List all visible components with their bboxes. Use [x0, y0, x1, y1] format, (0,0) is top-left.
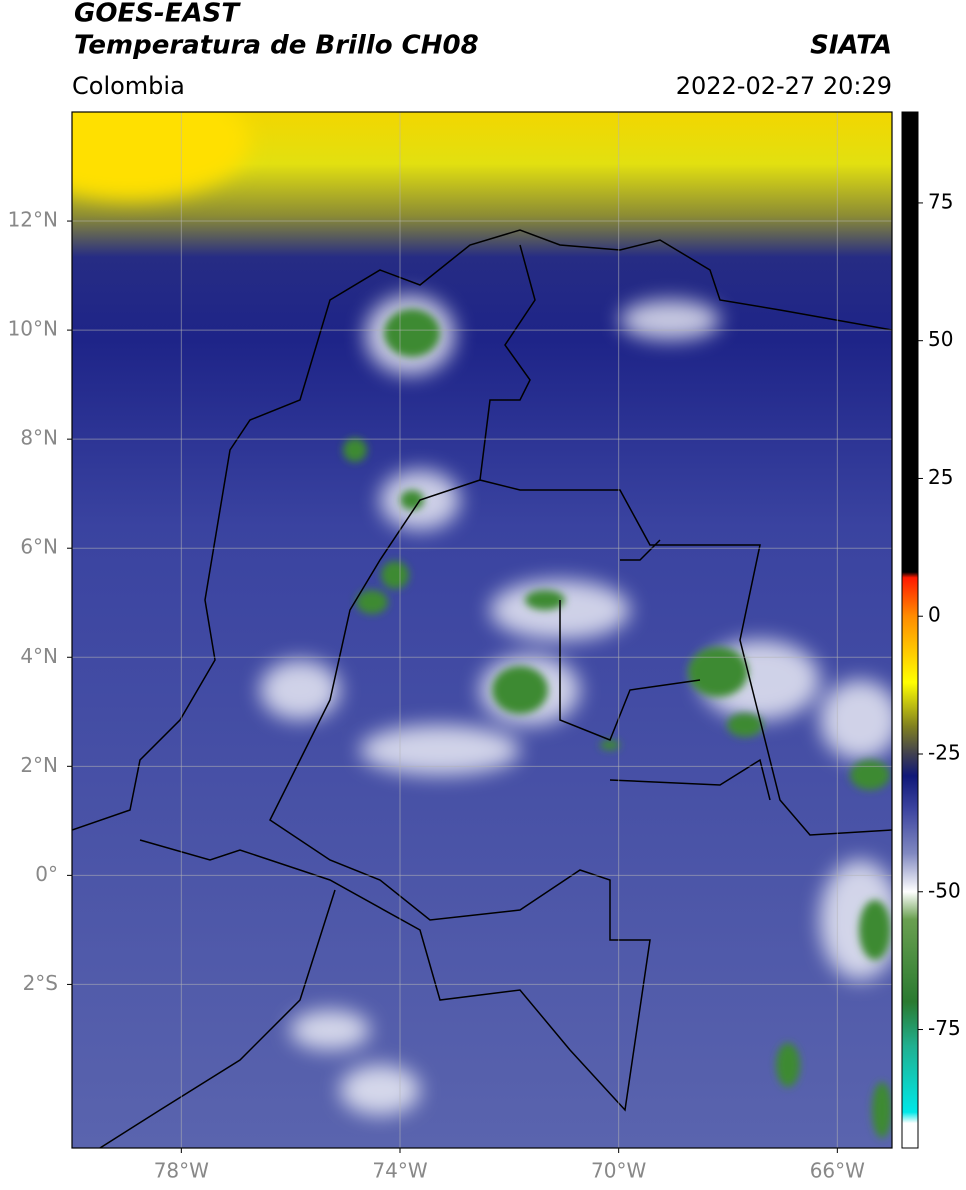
y-tick-label: 12°N	[8, 208, 58, 232]
colorbar-tick-label: 25	[928, 465, 953, 489]
colorbar-tick-label: -75	[928, 1016, 961, 1040]
colorbar	[901, 111, 919, 1149]
colorbar-tick-label: 0	[928, 603, 941, 627]
x-tick-label: 74°W	[372, 1159, 427, 1183]
colorbar-tick-label: -50	[928, 878, 961, 902]
x-tick-label: 70°W	[591, 1159, 646, 1183]
y-tick-label: 2°N	[20, 753, 58, 777]
source: SIATA	[810, 31, 892, 61]
subtitle: Temperatura de Brillo CH08	[74, 31, 479, 61]
colorbar-tick-label: -25	[928, 740, 961, 764]
y-tick-label: 2°S	[23, 971, 58, 995]
y-tick-label: 4°N	[20, 644, 58, 668]
y-tick-label: 6°N	[20, 535, 58, 559]
colorbar-tick-label: 50	[928, 327, 953, 351]
map-frame	[71, 111, 893, 1149]
background	[72, 112, 892, 1148]
y-tick-label: 0°	[35, 862, 58, 886]
x-tick-label: 78°W	[154, 1159, 209, 1183]
cold-cloud-tops	[343, 309, 892, 1138]
timestamp: 2022-02-27 20:29	[676, 72, 892, 100]
y-tick-label: 8°N	[20, 426, 58, 450]
x-tick-label: 66°W	[810, 1159, 865, 1183]
title: GOES-EAST	[74, 0, 241, 29]
y-tick-label: 10°N	[8, 317, 58, 341]
colorbar-tick-label: 75	[928, 189, 953, 213]
borders	[72, 229, 892, 1148]
grid	[72, 112, 892, 1148]
warm-area	[72, 112, 250, 200]
satellite-image	[72, 112, 892, 1148]
region: Colombia	[72, 72, 185, 100]
